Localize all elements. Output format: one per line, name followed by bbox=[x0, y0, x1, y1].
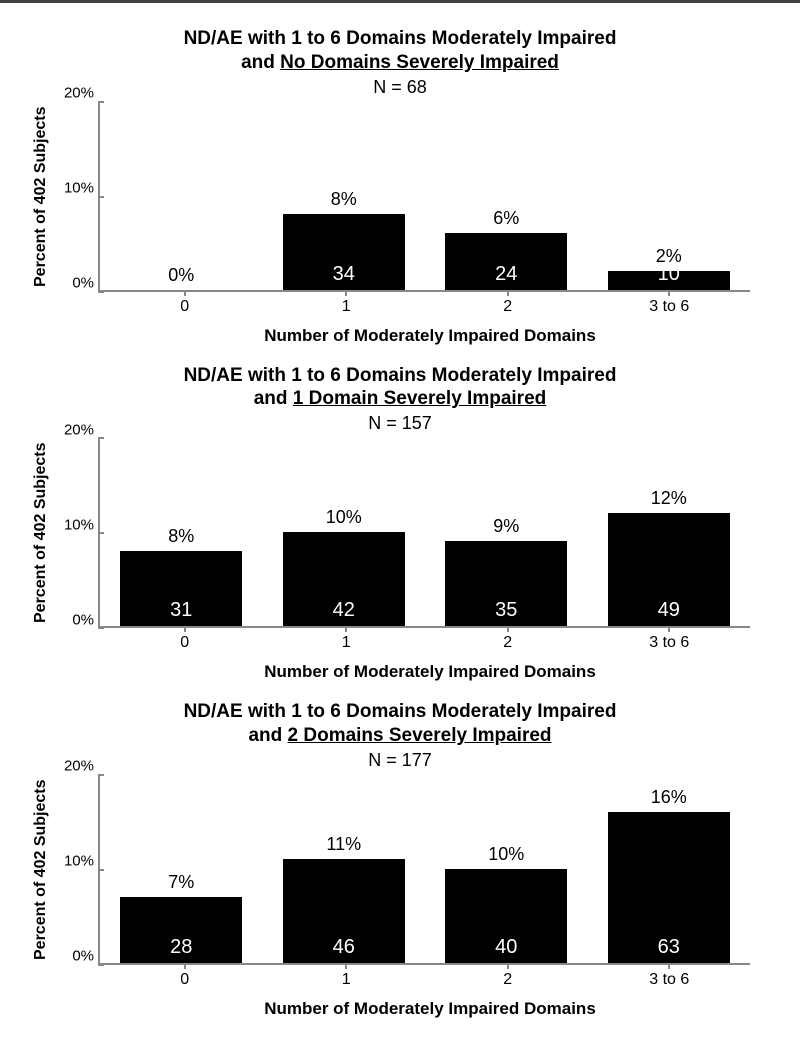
bar-count-label: 31 bbox=[120, 599, 242, 622]
title-line1: ND/AE with 1 to 6 Domains Moderately Imp… bbox=[184, 28, 617, 49]
x-tick: 0 bbox=[114, 628, 256, 652]
bar-slot: 2% 10 bbox=[597, 102, 740, 290]
bar-percent-label: 9% bbox=[493, 516, 519, 537]
bar-group: 0% 8% 34 6% 24 2% 10 bbox=[100, 102, 750, 290]
x-axis: 0 1 2 3 to 6 bbox=[104, 628, 750, 652]
bar-percent-label: 7% bbox=[168, 872, 194, 893]
bar: 31 bbox=[120, 551, 242, 626]
bar: 34 bbox=[283, 214, 405, 289]
chart-n-label: N = 68 bbox=[20, 77, 780, 98]
bar-slot: 8% 34 bbox=[272, 102, 415, 290]
plot-area: 8% 31 10% 42 9% 35 12% 49 bbox=[98, 438, 750, 628]
bar-count-label: 28 bbox=[120, 936, 242, 959]
x-tick: 3 to 6 bbox=[598, 628, 740, 652]
title-line2-underlined: 1 Domain Severely Impaired bbox=[293, 388, 546, 409]
bar: 46 bbox=[283, 859, 405, 962]
bar-count-label: 35 bbox=[445, 599, 567, 622]
bar-slot: 10% 42 bbox=[272, 438, 415, 626]
bar-count-label: 24 bbox=[445, 263, 567, 286]
bar-slot: 9% 35 bbox=[435, 438, 578, 626]
title-line2-prefix: and bbox=[241, 52, 280, 73]
bar: 35 bbox=[445, 541, 567, 626]
bar-count-label: 42 bbox=[283, 599, 405, 622]
bar-percent-label: 10% bbox=[326, 507, 362, 528]
bar-slot: 11% 46 bbox=[272, 775, 415, 963]
bar-percent-label: 11% bbox=[326, 834, 361, 855]
chart-title: ND/AE with 1 to 6 Domains Moderately Imp… bbox=[20, 364, 780, 412]
bar-percent-label: 10% bbox=[488, 844, 524, 865]
bar-slot: 6% 24 bbox=[435, 102, 578, 290]
bar-count-label: 63 bbox=[608, 936, 730, 959]
x-tick: 0 bbox=[114, 965, 256, 989]
x-tick: 2 bbox=[437, 292, 579, 316]
bar-count-label: 34 bbox=[283, 263, 405, 286]
title-line1: ND/AE with 1 to 6 Domains Moderately Imp… bbox=[184, 365, 617, 386]
x-tick: 3 to 6 bbox=[598, 292, 740, 316]
chart-n-label: N = 177 bbox=[20, 750, 780, 771]
x-tick: 2 bbox=[437, 628, 579, 652]
bar-percent-label: 8% bbox=[168, 526, 194, 547]
y-axis-label: Percent of 402 Subjects bbox=[30, 102, 52, 292]
bar-slot: 16% 63 bbox=[597, 775, 740, 963]
bar: 63 bbox=[608, 812, 730, 962]
bar-slot: 0% bbox=[110, 102, 253, 290]
chart-title: ND/AE with 1 to 6 Domains Moderately Imp… bbox=[20, 700, 780, 748]
bar-slot: 12% 49 bbox=[597, 438, 740, 626]
bar-count-label: 40 bbox=[445, 936, 567, 959]
x-tick: 0 bbox=[114, 292, 256, 316]
bar-group: 7% 28 11% 46 10% 40 16% 63 bbox=[100, 775, 750, 963]
bar: 28 bbox=[120, 897, 242, 963]
bar-slot: 10% 40 bbox=[435, 775, 578, 963]
bar-percent-label: 6% bbox=[493, 208, 519, 229]
x-axis-label: Number of Moderately Impaired Domains bbox=[80, 326, 780, 346]
x-tick: 3 to 6 bbox=[598, 965, 740, 989]
y-axis-label: Percent of 402 Subjects bbox=[30, 438, 52, 628]
title-line1: ND/AE with 1 to 6 Domains Moderately Imp… bbox=[184, 701, 617, 722]
y-axis: 20% 10% 0% bbox=[52, 438, 98, 628]
y-axis: 20% 10% 0% bbox=[52, 775, 98, 965]
bar-percent-label: 0% bbox=[168, 265, 194, 286]
bar-slot: 8% 31 bbox=[110, 438, 253, 626]
chart-frame: Percent of 402 Subjects 20% 10% 0% 0% 8%… bbox=[30, 102, 780, 292]
plot-area: 0% 8% 34 6% 24 2% 10 bbox=[98, 102, 750, 292]
y-axis-label: Percent of 402 Subjects bbox=[30, 775, 52, 965]
title-line2-prefix: and bbox=[254, 388, 293, 409]
chart-n-label: N = 157 bbox=[20, 413, 780, 434]
title-line2-prefix: and bbox=[248, 725, 287, 746]
bar-count-label: 49 bbox=[608, 599, 730, 622]
bar-slot: 7% 28 bbox=[110, 775, 253, 963]
bar-count-label: 46 bbox=[283, 936, 405, 959]
bar: 42 bbox=[283, 532, 405, 626]
title-line2-underlined: 2 Domains Severely Impaired bbox=[288, 725, 552, 746]
chart-panel-1: ND/AE with 1 to 6 Domains Moderately Imp… bbox=[20, 364, 780, 683]
x-tick: 1 bbox=[275, 292, 417, 316]
bar-percent-label: 16% bbox=[651, 787, 687, 808]
x-axis-label: Number of Moderately Impaired Domains bbox=[80, 662, 780, 682]
x-axis: 0 1 2 3 to 6 bbox=[104, 292, 750, 316]
x-tick: 1 bbox=[275, 965, 417, 989]
chart-title: ND/AE with 1 to 6 Domains Moderately Imp… bbox=[20, 27, 780, 75]
bar-count-label: 10 bbox=[608, 263, 730, 286]
bar: 10 bbox=[608, 271, 730, 290]
y-axis: 20% 10% 0% bbox=[52, 102, 98, 292]
chart-panel-2: ND/AE with 1 to 6 Domains Moderately Imp… bbox=[20, 700, 780, 1019]
chart-panel-0: ND/AE with 1 to 6 Domains Moderately Imp… bbox=[20, 27, 780, 346]
bar-group: 8% 31 10% 42 9% 35 12% 49 bbox=[100, 438, 750, 626]
x-tick: 2 bbox=[437, 965, 579, 989]
x-tick: 1 bbox=[275, 628, 417, 652]
bar-percent-label: 12% bbox=[651, 488, 687, 509]
title-line2-underlined: No Domains Severely Impaired bbox=[280, 52, 559, 73]
bar-percent-label: 8% bbox=[331, 189, 357, 210]
chart-frame: Percent of 402 Subjects 20% 10% 0% 8% 31… bbox=[30, 438, 780, 628]
chart-page: ND/AE with 1 to 6 Domains Moderately Imp… bbox=[0, 0, 800, 1039]
chart-frame: Percent of 402 Subjects 20% 10% 0% 7% 28… bbox=[30, 775, 780, 965]
plot-area: 7% 28 11% 46 10% 40 16% 63 bbox=[98, 775, 750, 965]
x-axis-label: Number of Moderately Impaired Domains bbox=[80, 999, 780, 1019]
x-axis: 0 1 2 3 to 6 bbox=[104, 965, 750, 989]
bar: 49 bbox=[608, 513, 730, 626]
bar: 40 bbox=[445, 869, 567, 963]
bar: 24 bbox=[445, 233, 567, 289]
